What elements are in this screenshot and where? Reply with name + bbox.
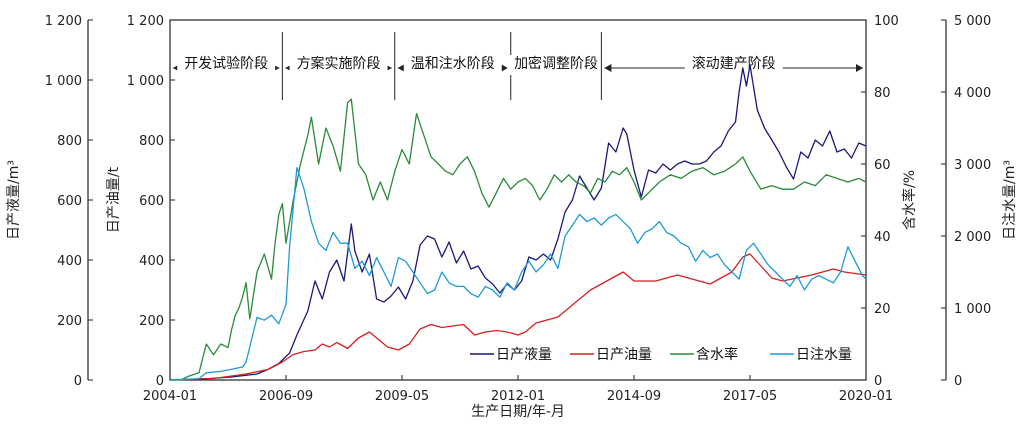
stage-label-bg	[403, 55, 502, 75]
injection-tick-label: 3 000	[954, 158, 991, 173]
legend-label-1: 日产油量	[596, 347, 652, 363]
stage-arrow-right	[500, 64, 508, 72]
series-line-3	[169, 166, 867, 381]
watercut-axis-title: 含水率/%	[901, 170, 918, 230]
oil-tick-label: 0	[156, 374, 164, 389]
stage-arrow-right	[856, 64, 863, 72]
oil-tick-label: 400	[139, 254, 164, 269]
liquid-tick-label: 400	[57, 254, 82, 269]
injection-tick-label: 4 000	[954, 86, 991, 101]
series-line-0	[169, 64, 867, 381]
stage-label: 温和注水阶段	[411, 56, 495, 72]
watercut-tick-label: 0	[874, 374, 882, 389]
injection-tick-label: 0	[954, 374, 962, 389]
liquid-tick-label: 1 000	[45, 74, 82, 89]
series-line-2	[170, 98, 867, 381]
watercut-tick-label: 100	[874, 14, 899, 29]
stage-label-bg	[289, 55, 388, 75]
injection-tick-label: 5 000	[954, 14, 991, 29]
injection-tick-label: 2 000	[954, 230, 991, 245]
x-tick-label: 2009-05	[375, 389, 429, 404]
stage-label: 开发试验阶段	[184, 56, 268, 72]
oil-tick-label: 1 200	[127, 14, 164, 29]
series-line-1	[169, 253, 867, 381]
legend-label-0: 日产液量	[496, 347, 552, 363]
oil-tick-label: 200	[139, 314, 164, 329]
x-tick-label: 2020-01	[839, 389, 893, 404]
liquid-tick-label: 200	[57, 314, 82, 329]
liquid-axis-title: 日产液量/m³	[6, 160, 22, 240]
watercut-tick-label: 40	[874, 230, 891, 245]
x-tick-label: 2017-05	[723, 389, 777, 404]
legend-label-2: 含水率	[696, 346, 738, 363]
oil-axis-title: 日产油量/t	[106, 166, 122, 233]
injection-tick-label: 1 000	[954, 302, 991, 317]
x-tick-label: 2004-01	[143, 389, 197, 404]
stage-label: 滚动建产阶段	[692, 55, 776, 72]
stage-label: 加密调整阶段	[514, 55, 598, 72]
liquid-tick-label: 1 200	[45, 14, 82, 29]
legend-label-3: 日注水量	[796, 347, 852, 363]
stage-label: 方案实施阶段	[297, 55, 381, 72]
x-tick-label: 2006-09	[259, 389, 313, 404]
watercut-tick-label: 60	[874, 158, 891, 173]
watercut-tick-label: 80	[874, 86, 891, 101]
watercut-tick-label: 20	[874, 302, 891, 317]
x-tick-label: 2014-09	[607, 389, 661, 404]
oil-tick-label: 1 000	[127, 74, 164, 89]
oil-tick-label: 800	[139, 134, 164, 149]
liquid-tick-label: 0	[74, 374, 82, 389]
stage-label-bg	[177, 55, 276, 75]
stage-label-bg	[507, 55, 606, 75]
stage-label-bg	[684, 55, 783, 75]
oil-tick-label: 600	[139, 194, 164, 209]
stage-arrow-left	[604, 64, 612, 72]
liquid-tick-label: 800	[57, 134, 82, 149]
stage-arrow-left	[397, 64, 405, 72]
x-axis-title: 生产日期/年-月	[471, 404, 565, 420]
injection-axis-title: 日注水量/m³	[1002, 160, 1018, 240]
liquid-tick-label: 600	[57, 194, 82, 209]
x-tick-label: 2012-01	[491, 389, 545, 404]
